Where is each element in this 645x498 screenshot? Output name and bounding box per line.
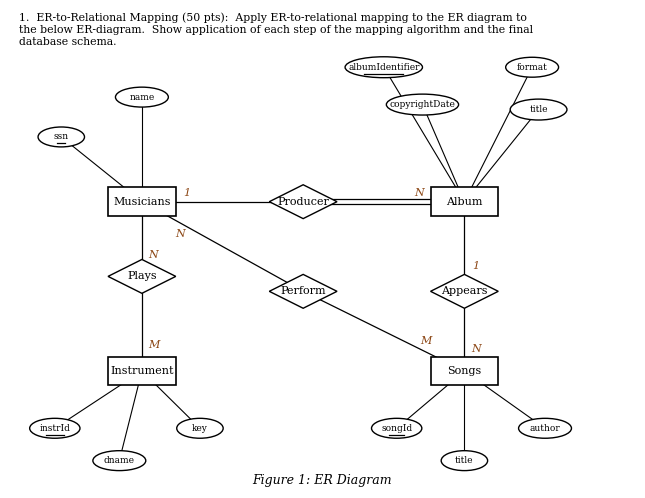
Text: name: name — [129, 93, 155, 102]
Text: copyrightDate: copyrightDate — [390, 100, 455, 109]
Text: M: M — [420, 336, 432, 346]
Polygon shape — [269, 185, 337, 219]
Text: Songs: Songs — [447, 366, 482, 376]
Text: Figure 1: ER Diagram: Figure 1: ER Diagram — [253, 474, 392, 487]
Text: ssn: ssn — [54, 132, 69, 141]
FancyBboxPatch shape — [431, 357, 498, 385]
Polygon shape — [269, 274, 337, 308]
FancyBboxPatch shape — [108, 187, 175, 216]
Ellipse shape — [345, 57, 422, 78]
Ellipse shape — [519, 418, 571, 438]
Text: Album: Album — [446, 197, 482, 207]
Text: N: N — [175, 229, 185, 239]
FancyBboxPatch shape — [108, 357, 175, 385]
Ellipse shape — [93, 451, 146, 471]
Text: albumIdentifier: albumIdentifier — [348, 63, 419, 72]
Text: title: title — [530, 105, 548, 114]
Text: N: N — [414, 188, 424, 198]
Polygon shape — [431, 274, 498, 308]
Text: key: key — [192, 424, 208, 433]
Ellipse shape — [372, 418, 422, 438]
Text: Appears: Appears — [441, 286, 488, 296]
Text: 1: 1 — [472, 261, 480, 271]
Ellipse shape — [386, 94, 459, 115]
Ellipse shape — [177, 418, 223, 438]
Ellipse shape — [506, 57, 559, 77]
Ellipse shape — [30, 418, 80, 438]
Text: N: N — [148, 250, 159, 260]
Text: 1.  ER-to-Relational Mapping (50 pts):  Apply ER-to-relational mapping to the ER: 1. ER-to-Relational Mapping (50 pts): Ap… — [19, 12, 527, 23]
Text: the below ER-diagram.  Show application of each step of the mapping algorithm an: the below ER-diagram. Show application o… — [19, 25, 533, 35]
Text: Plays: Plays — [127, 271, 157, 281]
FancyBboxPatch shape — [431, 187, 498, 216]
Text: M: M — [148, 340, 159, 350]
Ellipse shape — [510, 99, 567, 120]
Text: Perform: Perform — [281, 286, 326, 296]
Text: database schema.: database schema. — [19, 37, 117, 47]
Text: author: author — [530, 424, 561, 433]
Text: dname: dname — [104, 456, 135, 465]
Ellipse shape — [441, 451, 488, 471]
Text: songId: songId — [381, 424, 412, 433]
Text: 1: 1 — [183, 188, 191, 198]
Text: instrId: instrId — [39, 424, 70, 433]
Ellipse shape — [115, 87, 168, 107]
Text: N: N — [471, 344, 481, 354]
Polygon shape — [108, 259, 175, 293]
Text: title: title — [455, 456, 473, 465]
Text: Musicians: Musicians — [113, 197, 171, 207]
Text: Instrument: Instrument — [110, 366, 174, 376]
Text: Producer: Producer — [277, 197, 329, 207]
Text: format: format — [517, 63, 548, 72]
Ellipse shape — [38, 127, 84, 147]
